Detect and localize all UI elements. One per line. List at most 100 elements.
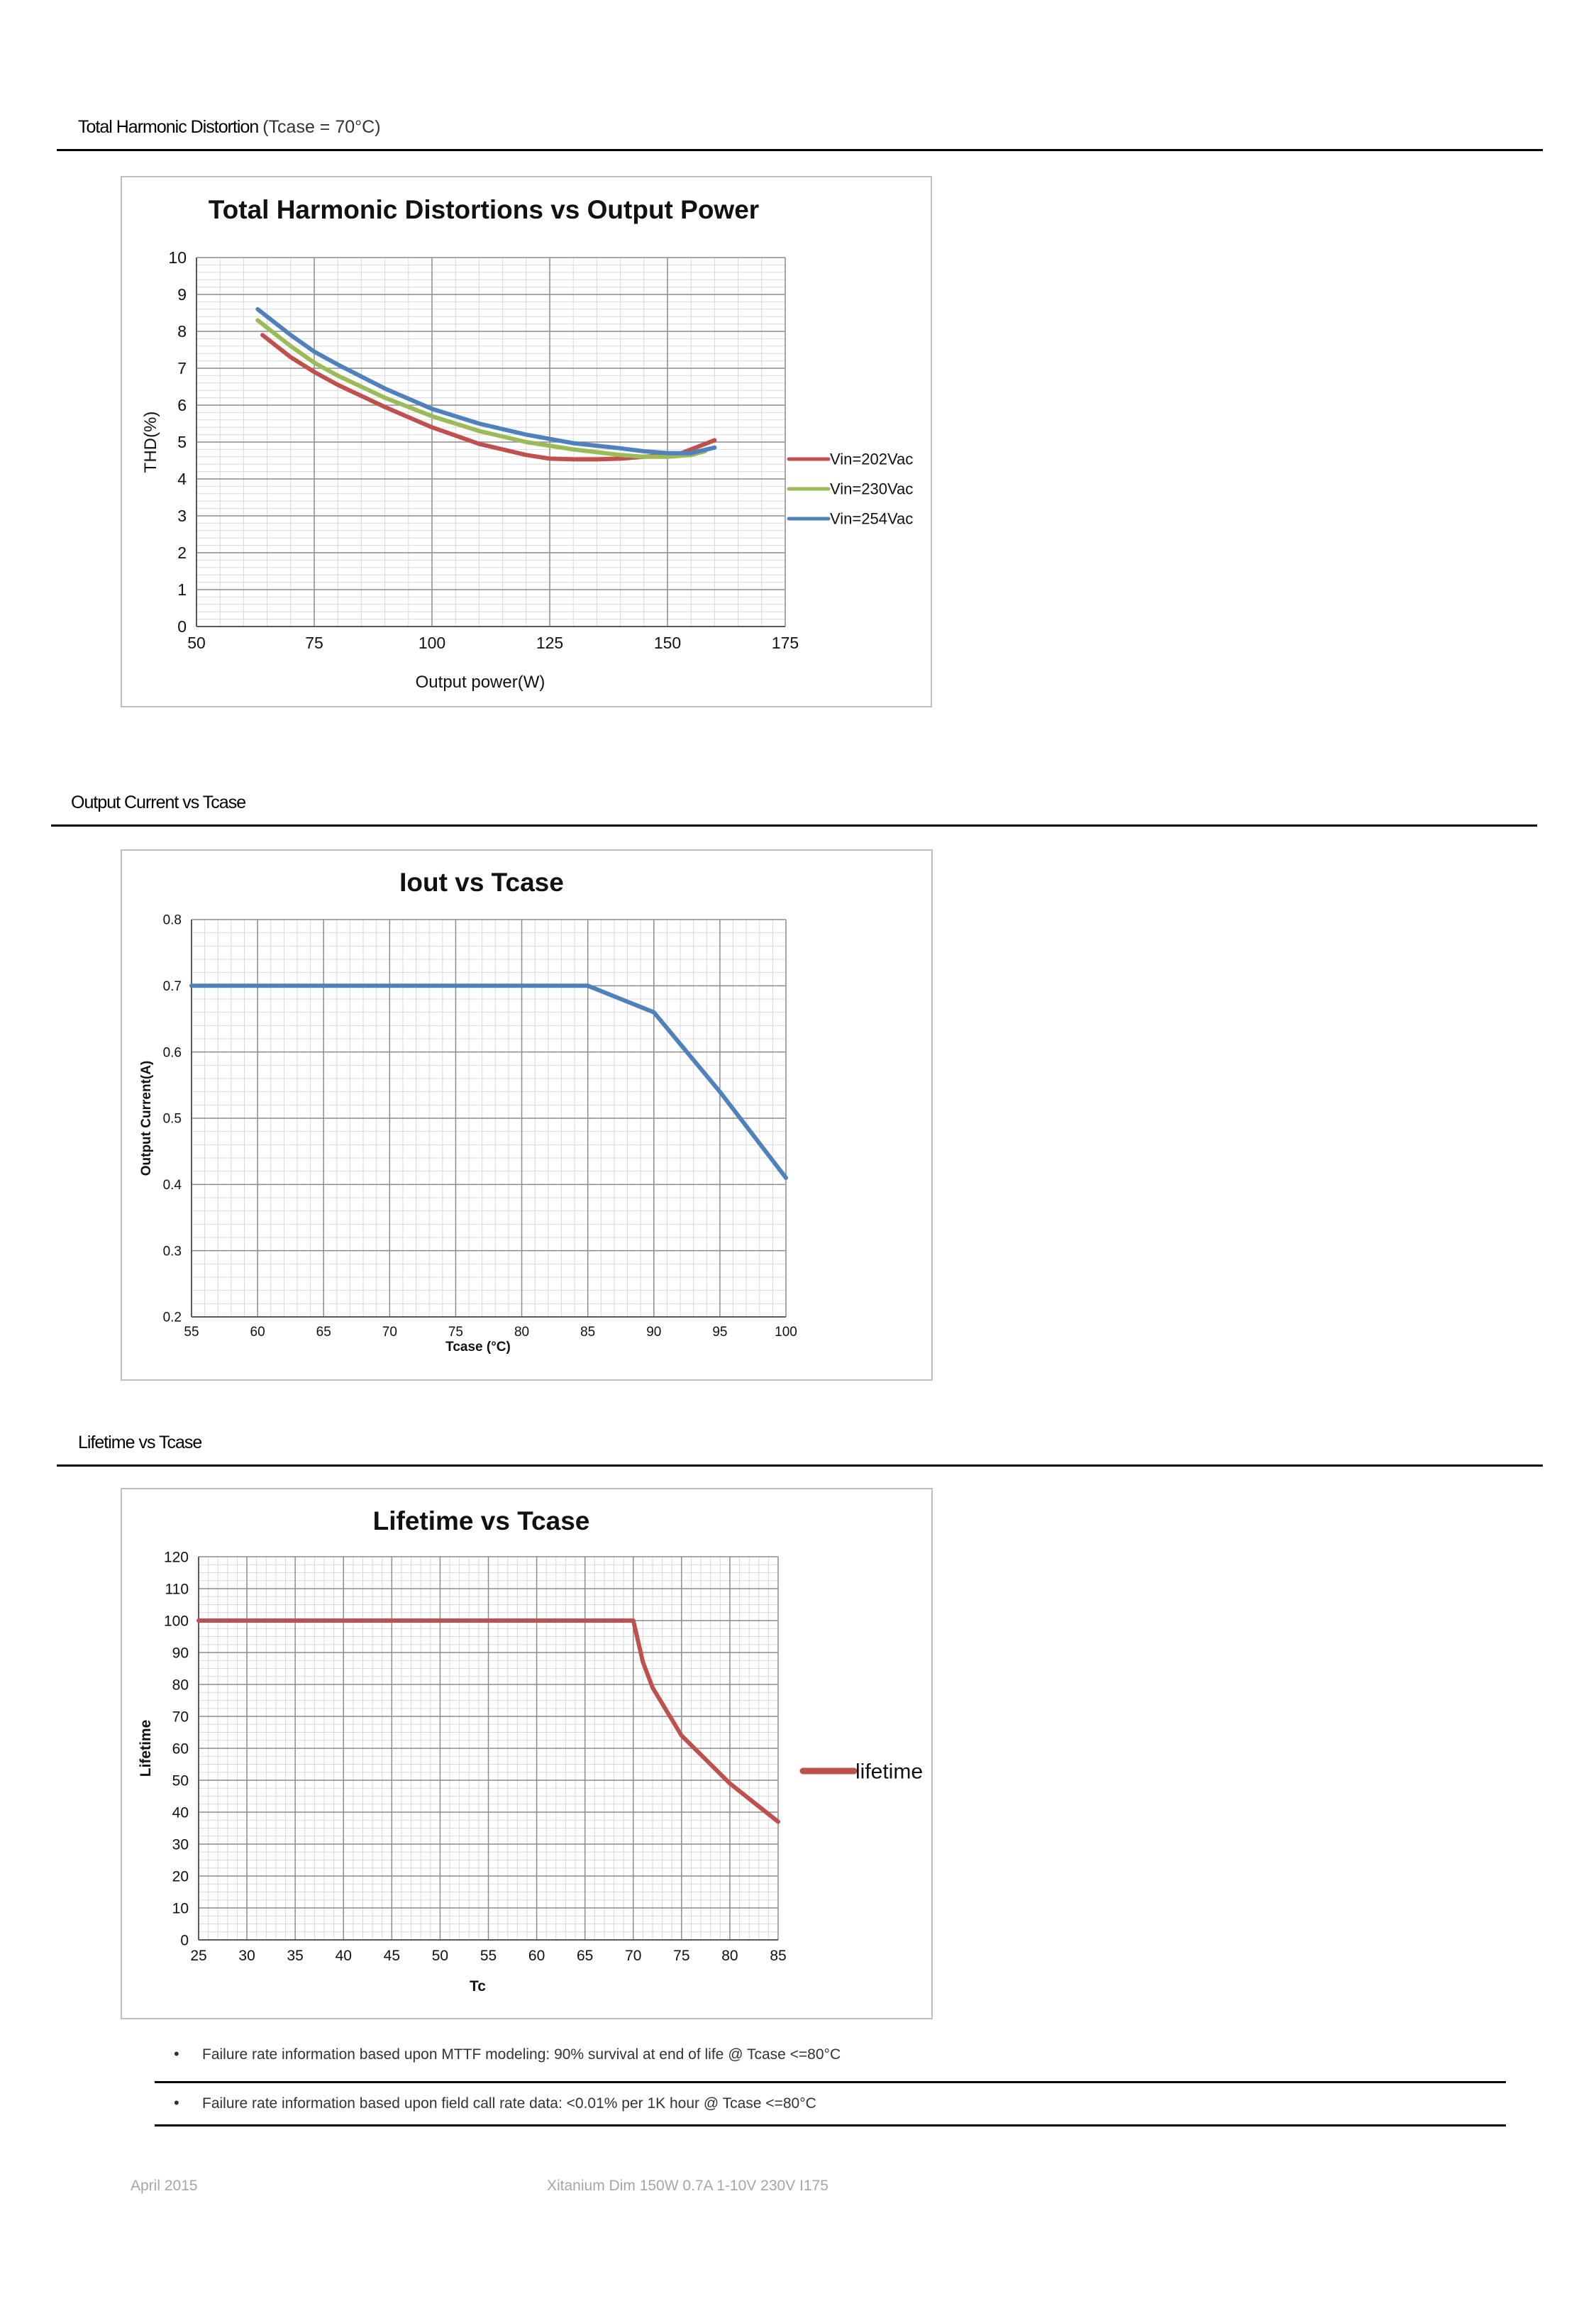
section-rule-iout [51,824,1537,827]
y-tick-label: 9 [177,285,187,304]
y-tick-label: 80 [172,1677,189,1693]
x-tick-label: 95 [712,1325,727,1340]
x-tick-label: 30 [238,1948,255,1964]
section-rule-life [57,1464,1543,1467]
chart-title: Lifetime vs Tcase [373,1506,590,1535]
x-tick-label: 60 [528,1948,545,1964]
y-tick-label: 6 [177,396,187,414]
chart-title: Total Harmonic Distortions vs Output Pow… [209,195,759,224]
y-tick-label: 110 [165,1581,189,1597]
y-tick-label: 70 [172,1709,189,1725]
x-tick-label: 85 [770,1948,786,1964]
y-tick-label: 60 [172,1740,189,1757]
note-bullet: • [174,2094,179,2112]
x-tick-label: 40 [336,1948,352,1964]
chart-title: Iout vs Tcase [399,868,564,897]
y-tick-label: 120 [164,1549,189,1565]
y-tick-label: 5 [177,433,187,451]
y-axis-label: Output Current(A) [139,1061,154,1176]
note-mttf: • Failure rate information based upon MT… [174,2045,1507,2068]
section-title-thd-suffix: (Tcase = 70°C) [262,117,381,137]
y-tick-label: 0 [177,617,187,636]
x-axis-label: Tc [470,1978,486,1995]
y-tick-label: 8 [177,322,187,341]
x-tick-label: 175 [772,634,799,652]
y-tick-label: 0.7 [163,979,182,994]
chart-svg: Lifetime vs Tcase 25 30 35 40 45 50 55 60 65 70 75 8… [138,1506,923,1995]
x-tick-label: 70 [625,1948,641,1964]
series-line [196,1618,780,1824]
note-mttf-text: Failure rate information based upon MTTF… [202,2046,841,2063]
y-tick-label: 0.3 [163,1244,182,1259]
y-axis-label: THD(%) [141,412,160,473]
y-axis-label: Lifetime [138,1720,154,1777]
section-rule-thd [57,149,1543,151]
x-tick-label: 100 [419,634,445,652]
x-tick-label: 55 [184,1325,199,1340]
major-gridlines [196,257,786,627]
x-tick-label: 85 [580,1325,595,1340]
y-tick-label: 50 [172,1772,189,1789]
note-rule-1 [155,2081,1506,2083]
y-tick-label: 2 [177,544,187,562]
y-tick-label: 7 [177,359,187,377]
legend-label: Vin=202Vac [830,451,913,468]
y-tick-label: 40 [172,1804,189,1821]
y-tick-label: 3 [177,507,187,525]
y-tick-label: 10 [168,248,187,267]
legend-label: lifetime [855,1760,923,1784]
x-tick-label: 50 [432,1948,448,1964]
x-tick-label: 50 [187,634,206,652]
y-tick-label: 0.6 [163,1045,182,1060]
x-tick-label: 45 [384,1948,400,1964]
major-gridlines [191,919,787,1318]
series-line [255,318,708,459]
iout-chart: Iout vs Tcase 55 60 65 70 75 80 85 90 95 100 0.2 0.3… [121,849,933,1381]
y-tick-label: 0.8 [163,913,182,928]
x-tick-label: 125 [536,634,563,652]
y-tick-label: 10 [172,1900,189,1916]
y-tick-label: 90 [172,1645,189,1661]
footer-product: Xitanium Dim 150W 0.7A 1-10V 230V I175 [547,2178,829,2194]
y-tick-label: 30 [172,1836,189,1853]
chart-svg: Total Harmonic Distortions vs Output Pow… [141,195,913,692]
y-tick-label: 4 [177,470,187,488]
x-axis-label: Tcase (°C) [445,1340,511,1355]
section-title-iout: Output Current vs Tcase [71,793,246,812]
section-title-thd-main: Total Harmonic Distortion [78,117,259,137]
x-axis-label: Output power(W) [416,673,545,692]
x-tick-label: 75 [673,1948,689,1964]
x-tick-label: 90 [646,1325,661,1340]
thd-chart: Total Harmonic Distortions vs Output Pow… [121,176,932,707]
x-tick-label: 75 [448,1325,463,1340]
legend-label: Vin=254Vac [830,510,913,528]
series-line [189,983,788,1180]
chart-legend: lifetime [799,1760,923,1784]
chart-legend: Vin=202Vac Vin=230Vac Vin=254Vac [787,451,913,528]
y-tick-label: 0 [180,1932,189,1948]
note-field-call-text: Failure rate information based upon fiel… [202,2095,816,2112]
note-rule-2 [155,2124,1506,2126]
y-tick-label: 0.4 [163,1178,182,1193]
y-tick-label: 1 [177,580,187,599]
legend-label: Vin=230Vac [830,480,913,498]
series-line [255,307,717,456]
x-tick-label: 100 [775,1325,797,1340]
y-tick-label: 100 [164,1613,189,1629]
x-tick-label: 25 [190,1948,206,1964]
x-tick-label: 80 [721,1948,738,1964]
x-tick-label: 150 [654,634,681,652]
note-bullet: • [174,2045,179,2063]
x-tick-label: 70 [382,1325,397,1340]
lifetime-chart: Lifetime vs Tcase 25 30 35 40 45 50 55 60 65 70 75 8… [121,1488,933,2019]
note-field-call: • Failure rate information based upon fi… [174,2094,1507,2117]
x-tick-label: 60 [250,1325,265,1340]
x-tick-label: 75 [305,634,323,652]
x-tick-label: 35 [287,1948,303,1964]
x-tick-label: 55 [480,1948,497,1964]
y-tick-label: 20 [172,1868,189,1885]
x-tick-label: 65 [316,1325,331,1340]
section-title-thd: Total Harmonic Distortion (Tcase = 70°C) [78,117,381,138]
x-tick-label: 80 [514,1325,529,1340]
y-tick-label: 0.5 [163,1112,182,1127]
